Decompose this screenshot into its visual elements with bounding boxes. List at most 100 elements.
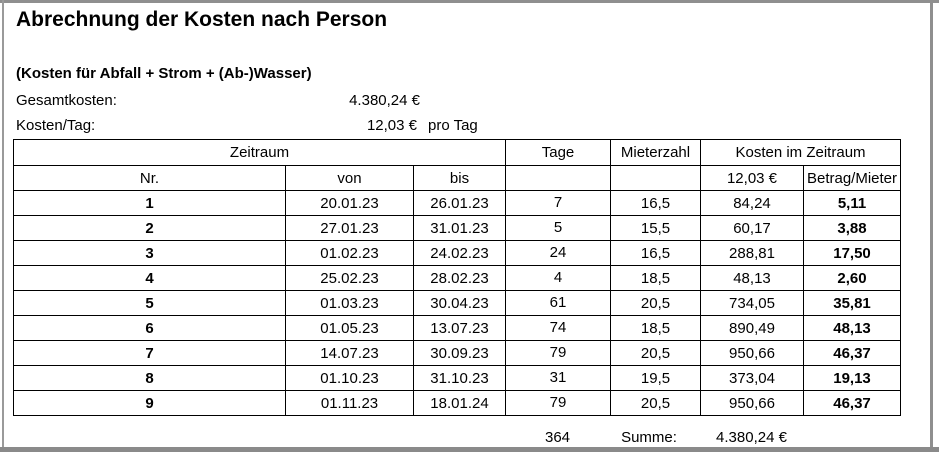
table-row: 9 01.11.23 18.01.24 79 20,5 950,66 46,37	[13, 390, 902, 416]
cell-mieterzahl: 18,5	[610, 265, 701, 291]
cell-kosten: 288,81	[700, 240, 804, 266]
cell-bis: 30.09.23	[413, 340, 506, 366]
cost-table: Zeitraum Tage Mieterzahl Kosten im Zeitr…	[13, 139, 902, 416]
kosten-tag-label: Kosten/Tag:	[16, 117, 96, 134]
table-row: 2 27.01.23 31.01.23 5 15,5 60,17 3,88	[13, 215, 902, 241]
cell-kosten: 84,24	[700, 190, 804, 216]
header-betrag-mieter: Betrag/Mieter	[802, 165, 902, 191]
cell-tage: 61	[505, 290, 611, 316]
cell-von: 01.11.23	[285, 390, 414, 416]
empty-cell	[505, 165, 611, 191]
gesamtkosten-label: Gesamtkosten:	[16, 92, 117, 109]
cell-nr: 7	[13, 340, 286, 366]
cell-nr: 2	[13, 215, 286, 241]
cell-kosten: 373,04	[700, 365, 804, 391]
table-header-row-2: Nr. von bis 12,03 € Betrag/Mieter	[13, 165, 902, 191]
kosten-tag-suffix: pro Tag	[428, 117, 478, 134]
cell-mieterzahl: 20,5	[610, 340, 701, 366]
cell-kosten: 890,49	[700, 315, 804, 341]
cell-von: 01.10.23	[285, 365, 414, 391]
cell-tage: 79	[505, 340, 611, 366]
cell-kosten: 950,66	[700, 390, 804, 416]
cell-tage: 5	[505, 215, 611, 241]
cell-kosten: 950,66	[700, 340, 804, 366]
table-row: 4 25.02.23 28.02.23 4 18,5 48,13 2,60	[13, 265, 902, 291]
header-zeitraum: Zeitraum	[13, 139, 506, 166]
cell-betrag: 5,11	[802, 190, 902, 216]
cell-bis: 13.07.23	[413, 315, 506, 341]
header-tage: Tage	[505, 139, 611, 166]
cell-betrag: 48,13	[802, 315, 902, 341]
cell-bis: 26.01.23	[413, 190, 506, 216]
cell-tage: 4	[505, 265, 611, 291]
cell-tage: 74	[505, 315, 611, 341]
cell-betrag: 17,50	[802, 240, 902, 266]
kosten-tag-value: 12,03 €	[366, 117, 417, 134]
cell-nr: 5	[13, 290, 286, 316]
cell-mieterzahl: 15,5	[610, 215, 701, 241]
empty-cell	[610, 165, 701, 191]
cell-kosten: 60,17	[700, 215, 804, 241]
cell-mieterzahl: 19,5	[610, 365, 701, 391]
cell-von: 14.07.23	[285, 340, 414, 366]
cell-betrag: 2,60	[802, 265, 902, 291]
header-nr: Nr.	[13, 165, 286, 191]
window-border-left	[2, 0, 4, 450]
cell-von: 01.03.23	[285, 290, 414, 316]
cell-tage: 24	[505, 240, 611, 266]
cell-kosten: 48,13	[700, 265, 804, 291]
cell-betrag: 35,81	[802, 290, 902, 316]
cell-betrag: 19,13	[802, 365, 902, 391]
footer-tage-sum: 364	[544, 429, 571, 446]
header-tagessatz: 12,03 €	[700, 165, 804, 191]
cell-nr: 9	[13, 390, 286, 416]
window-border-right	[930, 0, 933, 450]
window-border-bottom	[0, 447, 939, 452]
cell-mieterzahl: 16,5	[610, 190, 701, 216]
footer-summe-value: 4.380,24 €	[716, 429, 787, 446]
cell-nr: 8	[13, 365, 286, 391]
cell-bis: 18.01.24	[413, 390, 506, 416]
cell-bis: 30.04.23	[413, 290, 506, 316]
cell-von: 25.02.23	[285, 265, 414, 291]
cell-nr: 4	[13, 265, 286, 291]
cell-bis: 31.10.23	[413, 365, 506, 391]
cell-bis: 28.02.23	[413, 265, 506, 291]
cell-von: 01.02.23	[285, 240, 414, 266]
cell-mieterzahl: 18,5	[610, 315, 701, 341]
header-bis: bis	[413, 165, 506, 191]
cost-components-subtitle: (Kosten für Abfall + Strom + (Ab-)Wasser…	[16, 65, 312, 82]
cell-tage: 7	[505, 190, 611, 216]
cell-von: 01.05.23	[285, 315, 414, 341]
window-border-top	[0, 0, 939, 3]
table-row: 7 14.07.23 30.09.23 79 20,5 950,66 46,37	[13, 340, 902, 366]
table-row: 8 01.10.23 31.10.23 31 19,5 373,04 19,13	[13, 365, 902, 391]
cell-nr: 1	[13, 190, 286, 216]
cell-nr: 3	[13, 240, 286, 266]
cell-betrag: 46,37	[802, 340, 902, 366]
cell-betrag: 46,37	[802, 390, 902, 416]
cell-bis: 24.02.23	[413, 240, 506, 266]
table-row: 6 01.05.23 13.07.23 74 18,5 890,49 48,13	[13, 315, 902, 341]
gesamtkosten-value: 4.380,24 €	[349, 92, 420, 109]
table-header-row-1: Zeitraum Tage Mieterzahl Kosten im Zeitr…	[13, 139, 902, 166]
cell-nr: 6	[13, 315, 286, 341]
cell-kosten: 734,05	[700, 290, 804, 316]
footer-summe-label: Summe:	[621, 429, 677, 446]
cell-betrag: 3,88	[802, 215, 902, 241]
cell-von: 20.01.23	[285, 190, 414, 216]
table-row: 5 01.03.23 30.04.23 61 20,5 734,05 35,81	[13, 290, 902, 316]
header-von: von	[285, 165, 414, 191]
cell-mieterzahl: 20,5	[610, 290, 701, 316]
table-row: 1 20.01.23 26.01.23 7 16,5 84,24 5,11	[13, 190, 902, 216]
cell-bis: 31.01.23	[413, 215, 506, 241]
cell-von: 27.01.23	[285, 215, 414, 241]
header-kosten-gruppe: Kosten im Zeitraum	[699, 139, 902, 166]
cell-mieterzahl: 20,5	[610, 390, 701, 416]
cell-tage: 31	[505, 365, 611, 391]
cell-mieterzahl: 16,5	[610, 240, 701, 266]
page-title: Abrechnung der Kosten nach Person	[16, 8, 388, 31]
cell-tage: 79	[505, 390, 611, 416]
table-row: 3 01.02.23 24.02.23 24 16,5 288,81 17,50	[13, 240, 902, 266]
